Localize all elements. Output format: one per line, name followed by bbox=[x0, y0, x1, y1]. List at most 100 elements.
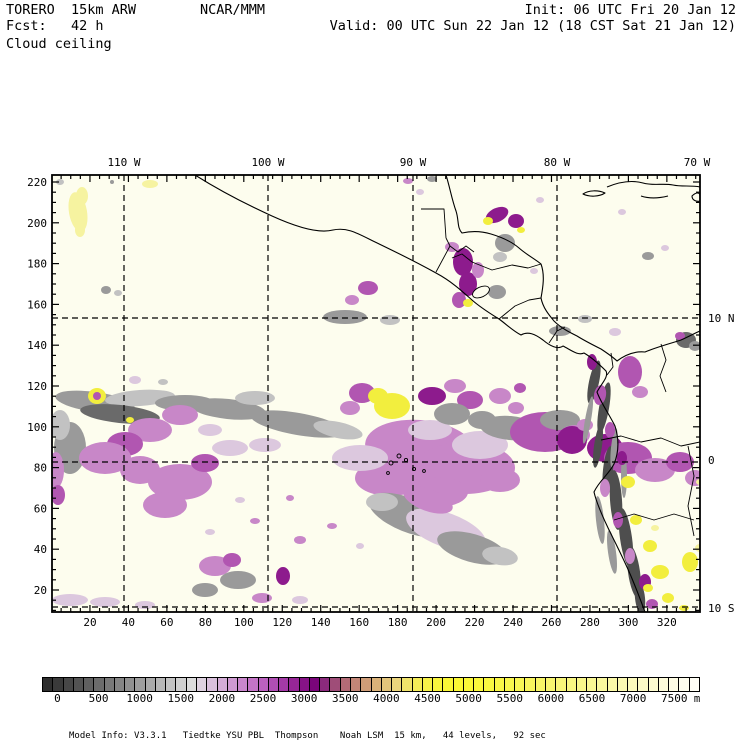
cloud-blob bbox=[52, 410, 70, 440]
cloud-blob bbox=[617, 451, 627, 465]
colorbar-cell bbox=[493, 678, 504, 691]
colorbar-cell bbox=[278, 678, 289, 691]
cloud-blob bbox=[625, 548, 635, 564]
y-axis-label: 220 bbox=[27, 176, 47, 189]
colorbar-cell bbox=[555, 678, 566, 691]
cloud-blob bbox=[126, 417, 134, 423]
x-axis-label: 20 bbox=[83, 616, 96, 629]
cloud-blob bbox=[578, 315, 592, 323]
colorbar-cell bbox=[647, 678, 658, 691]
coastlines bbox=[194, 175, 700, 612]
colorbar-cell bbox=[483, 678, 494, 691]
cloud-blob bbox=[368, 388, 388, 404]
field-name: Cloud ceiling bbox=[6, 36, 112, 52]
cloud-blob bbox=[682, 552, 698, 572]
colorbar-tick-label: 5500 bbox=[496, 692, 524, 705]
cloud-blob bbox=[114, 290, 122, 296]
cloud-blob bbox=[587, 360, 601, 404]
init-time: Init: 06 UTC Fri 20 Jan 12 bbox=[524, 2, 736, 18]
colorbar-cell bbox=[134, 678, 145, 691]
colorbar-tick-label: 2000 bbox=[208, 692, 236, 705]
colorbar-cell bbox=[575, 678, 587, 691]
y-axis-label: 180 bbox=[27, 258, 47, 271]
colorbar-cell bbox=[688, 678, 699, 691]
cloud-blob bbox=[418, 387, 446, 405]
colorbar-cell bbox=[668, 678, 679, 691]
cloud-blob bbox=[482, 546, 518, 566]
cloud-blob bbox=[452, 292, 466, 308]
colorbar-cell bbox=[113, 678, 125, 691]
cloud-blob bbox=[463, 299, 473, 307]
cloud-blob bbox=[340, 401, 360, 415]
cloud-blob bbox=[613, 512, 623, 528]
axis-labels: 20 40 60 80 100 120 140 160 180 200 220 240 260 280 30… bbox=[27, 156, 734, 629]
lake-nicaragua bbox=[472, 285, 490, 299]
cloud-blob bbox=[294, 536, 306, 544]
x-axis-label: 300 bbox=[618, 616, 638, 629]
cloud-blob bbox=[235, 497, 245, 503]
cloud-blob bbox=[286, 495, 294, 501]
cloud-blob bbox=[191, 454, 219, 472]
cloud-blob bbox=[536, 197, 544, 203]
cloud-blob bbox=[101, 286, 111, 294]
cloud-blob bbox=[356, 543, 364, 549]
cloud-blob bbox=[148, 464, 212, 500]
cloud-blob bbox=[452, 431, 508, 459]
cloud-blob bbox=[540, 410, 580, 430]
colorbar-cell bbox=[473, 678, 484, 691]
cloud-blob bbox=[679, 605, 689, 611]
cloud-blob bbox=[651, 565, 669, 579]
x-axis-label: 160 bbox=[349, 616, 369, 629]
center-name: NCAR/MMM bbox=[200, 2, 266, 18]
cloud-blob bbox=[249, 438, 281, 452]
cloud-blob bbox=[457, 391, 483, 409]
colorbar-cell bbox=[83, 678, 94, 691]
coastline-cuba-south bbox=[640, 195, 669, 199]
y-axis-label: 120 bbox=[27, 380, 47, 393]
colorbar-cell bbox=[124, 678, 135, 691]
model-name: TORERO 15km ARW bbox=[6, 2, 137, 18]
x-axis-label: 200 bbox=[426, 616, 446, 629]
cloud-blob bbox=[508, 402, 524, 414]
cloud-blob bbox=[675, 332, 685, 340]
colorbar-cell bbox=[411, 678, 422, 691]
colorbar-cell bbox=[154, 678, 166, 691]
forecast-hour: Fcst: 42 h bbox=[6, 18, 104, 34]
cloud-blob bbox=[595, 496, 605, 544]
cloud-blob bbox=[597, 382, 611, 434]
cloud-blob bbox=[313, 420, 363, 440]
cloud-blob bbox=[142, 180, 158, 188]
x-axis-label: 140 bbox=[311, 616, 331, 629]
cloud-blob bbox=[403, 486, 453, 514]
colorbar-tick-label: 7000 bbox=[619, 692, 647, 705]
cloud-blob bbox=[610, 428, 618, 468]
y-axis-label: 100 bbox=[27, 421, 47, 434]
colorbar-tick-label: 0 bbox=[54, 692, 61, 705]
longitude-label: 110 W bbox=[107, 156, 140, 169]
colorbar-cell bbox=[257, 678, 268, 691]
coastline-pacific bbox=[194, 175, 646, 612]
colorbar-cell bbox=[462, 678, 474, 691]
cloud-blob bbox=[434, 403, 470, 425]
cloud-blob bbox=[199, 556, 231, 576]
cloud-blob bbox=[90, 597, 120, 607]
cloud-blob bbox=[223, 553, 241, 567]
colorbar-tick-label: 4500 bbox=[414, 692, 441, 705]
colorbar-tick-label: 7500 bbox=[661, 692, 688, 705]
colorbar-cell bbox=[226, 678, 238, 691]
cloud-blob bbox=[630, 515, 642, 525]
x-axis-label: 280 bbox=[580, 616, 600, 629]
cloud-blob bbox=[93, 392, 101, 400]
colorbar-cell bbox=[637, 678, 648, 691]
cloud-blob bbox=[76, 187, 88, 205]
cloud-blob bbox=[79, 442, 131, 474]
colorbar-cell bbox=[452, 678, 463, 691]
colorbar-cell bbox=[370, 678, 381, 691]
cloud-blob bbox=[162, 405, 198, 425]
colorbar-cell bbox=[237, 678, 248, 691]
y-axis-label: 200 bbox=[27, 217, 47, 230]
latlon-gridlines bbox=[52, 175, 700, 612]
x-axis-label: 60 bbox=[160, 616, 173, 629]
x-axis-label: 80 bbox=[199, 616, 212, 629]
